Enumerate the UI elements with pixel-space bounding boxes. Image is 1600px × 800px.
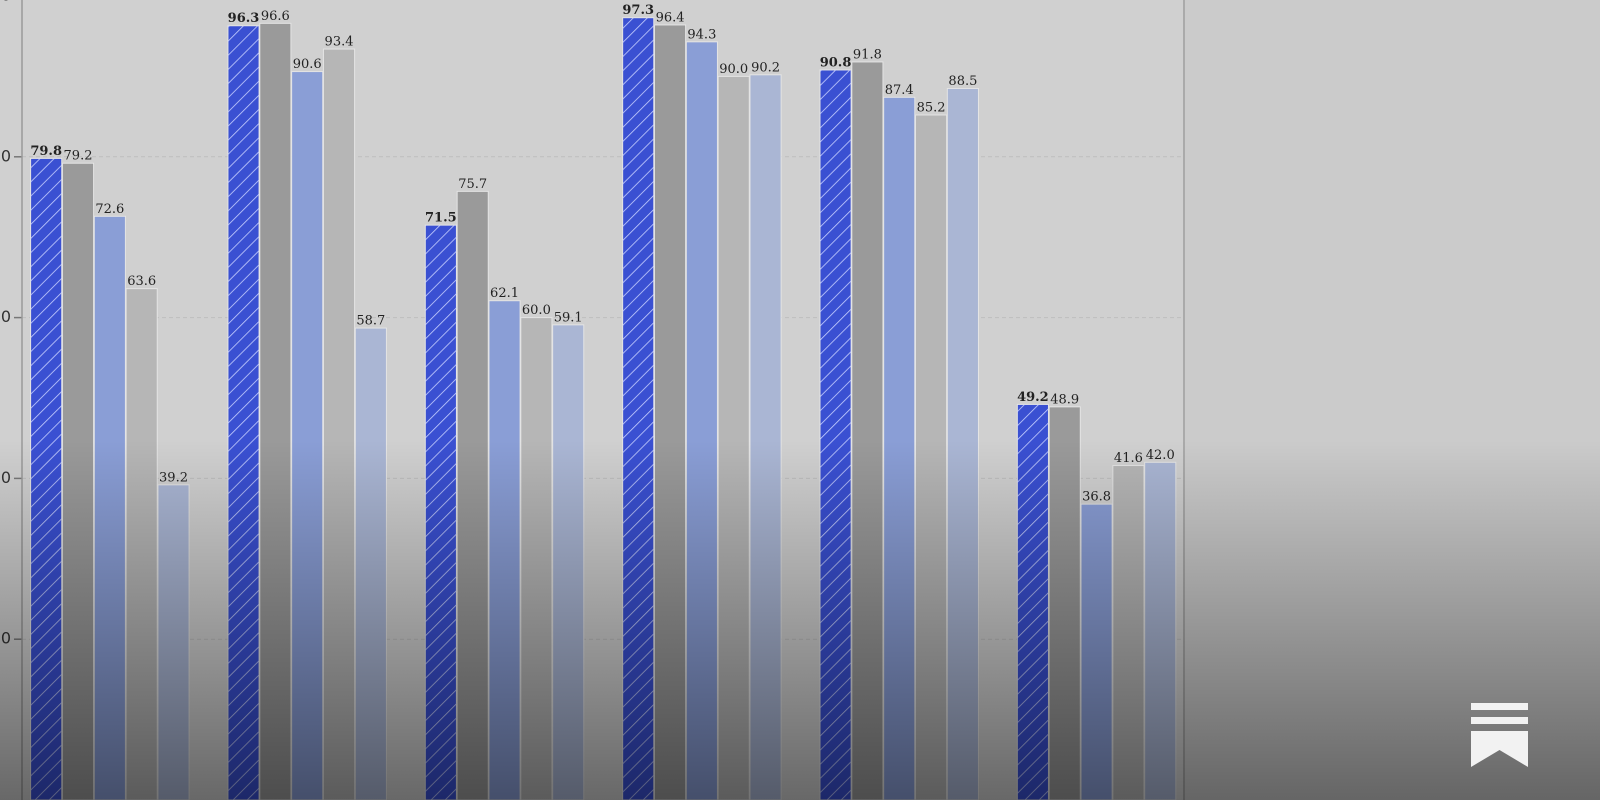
value-label: 93.4 [325, 35, 354, 50]
value-label: 71.5 [425, 211, 457, 226]
value-label: 59.1 [554, 310, 583, 325]
value-label: 79.2 [64, 149, 93, 164]
value-label: 48.9 [1050, 392, 1079, 407]
value-label: 87.4 [885, 83, 914, 98]
value-label: 72.6 [95, 202, 124, 217]
bottom-shade [0, 440, 1600, 800]
value-label: 96.3 [228, 11, 260, 26]
value-label: 85.2 [917, 100, 946, 115]
value-label: 96.4 [656, 10, 685, 25]
value-label: 88.5 [948, 74, 977, 89]
y-tick-label: 80 [0, 146, 11, 165]
value-label: 90.8 [820, 55, 852, 70]
value-label: 79.8 [30, 144, 62, 159]
value-label: 94.3 [687, 27, 716, 42]
value-label: 60.0 [522, 303, 551, 318]
value-label: 90.2 [751, 60, 780, 75]
value-label: 49.2 [1017, 390, 1049, 405]
bookmark-icon [1471, 703, 1528, 767]
value-label: 62.1 [490, 286, 519, 301]
y-tick-label: 60 [0, 307, 11, 326]
value-label: 58.7 [356, 314, 385, 329]
value-label: 75.7 [458, 177, 487, 192]
value-label: 97.3 [622, 3, 654, 18]
y-tick-label: 100 [0, 0, 11, 5]
value-label: 63.6 [127, 274, 156, 289]
value-label: 96.6 [261, 9, 290, 24]
value-label: 91.8 [853, 47, 882, 62]
value-label: 90.0 [719, 62, 748, 77]
value-label: 90.6 [293, 57, 322, 72]
